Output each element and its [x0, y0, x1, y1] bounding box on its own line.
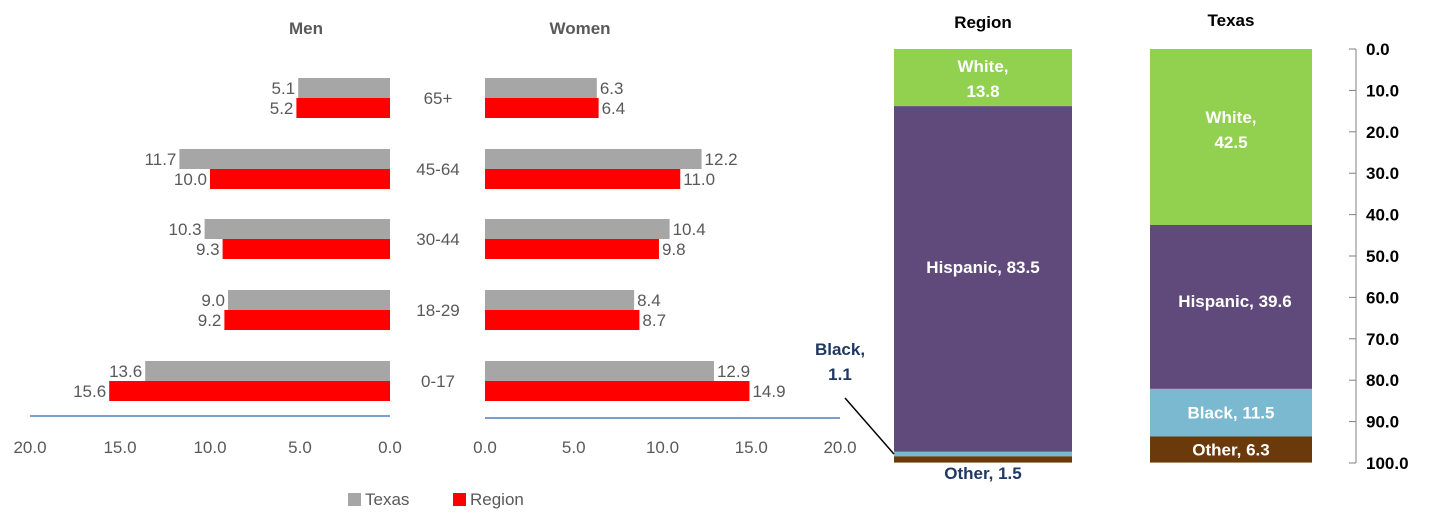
texas-other-label: Other, 6.3 — [1192, 441, 1269, 460]
women-texas-value-label: 12.2 — [705, 150, 738, 169]
men-region-value-label: 5.2 — [270, 99, 294, 118]
men-chart-title: Men — [289, 19, 323, 38]
women-region-bar — [485, 310, 640, 330]
stack-y-tick-label: 40.0 — [1366, 206, 1399, 225]
region-other-label: Other, 1.5 — [944, 464, 1021, 483]
women-region-bar — [485, 239, 659, 259]
women-x-tick-label: 0.0 — [473, 438, 497, 457]
men-x-tick-label: 0.0 — [378, 438, 402, 457]
women-region-bar — [485, 381, 750, 401]
region-black-callout-value: 1.1 — [828, 365, 852, 384]
legend-texas-label: Texas — [365, 490, 409, 509]
men-region-bar — [210, 169, 390, 189]
women-region-value-label: 8.7 — [642, 311, 666, 330]
women-x-tick-label: 5.0 — [562, 438, 586, 457]
men-texas-value-label: 13.6 — [109, 362, 142, 381]
stack-y-tick-label: 60.0 — [1366, 288, 1399, 307]
region-other-segment — [894, 456, 1072, 463]
region-black-segment — [894, 451, 1072, 457]
men-region-bar — [109, 381, 390, 401]
texas-white-segment — [1150, 49, 1312, 225]
women-region-value-label: 9.8 — [662, 240, 686, 259]
age-category-label: 30-44 — [416, 230, 459, 249]
women-region-value-label: 6.4 — [602, 99, 626, 118]
texas-other-segment — [1150, 436, 1312, 463]
women-texas-value-label: 10.4 — [673, 220, 706, 239]
texas-hispanic-segment — [1150, 224, 1312, 389]
stack-y-tick-label: 100.0 — [1366, 454, 1409, 473]
men-texas-bar — [179, 149, 390, 169]
men-texas-value-label: 5.1 — [272, 79, 296, 98]
region-white-value: 13.8 — [966, 82, 999, 101]
men-region-bar — [222, 239, 390, 259]
stack-y-tick-label: 10.0 — [1366, 81, 1399, 100]
men-x-tick-label: 5.0 — [288, 438, 312, 457]
women-texas-bar — [485, 219, 670, 239]
region-white-label: White, — [958, 57, 1009, 76]
women-texas-value-label: 8.4 — [637, 291, 661, 310]
stack-y-tick-label: 90.0 — [1366, 413, 1399, 432]
women-x-tick-label: 10.0 — [646, 438, 679, 457]
stack-y-tick-label: 50.0 — [1366, 247, 1399, 266]
region-black-leader-line — [844, 397, 895, 455]
stack-y-tick-label: 20.0 — [1366, 123, 1399, 142]
men-x-tick-label: 20.0 — [13, 438, 46, 457]
men-region-value-label: 15.6 — [73, 382, 106, 401]
men-texas-bar — [228, 290, 390, 310]
region-black-callout: Black, — [815, 340, 865, 359]
age-category-label: 65+ — [424, 89, 453, 108]
men-region-value-label: 9.3 — [196, 240, 220, 259]
women-texas-bar — [485, 149, 702, 169]
men-region-value-label: 10.0 — [174, 170, 207, 189]
age-category-label: 0-17 — [421, 372, 455, 391]
stack-y-tick-label: 70.0 — [1366, 330, 1399, 349]
women-region-bar — [485, 98, 599, 118]
stack-y-tick-label: 0.0 — [1366, 40, 1390, 59]
legend-texas-swatch — [348, 493, 361, 506]
women-chart-title: Women — [549, 19, 610, 38]
texas-white-label: White, — [1206, 108, 1257, 127]
women-x-tick-label: 20.0 — [823, 438, 856, 457]
region-hispanic-label: Hispanic, 83.5 — [926, 258, 1039, 277]
men-texas-bar — [204, 219, 390, 239]
stack-y-tick-label: 80.0 — [1366, 371, 1399, 390]
men-texas-bar — [298, 78, 390, 98]
men-x-tick-label: 10.0 — [193, 438, 226, 457]
men-region-bar — [224, 310, 390, 330]
texas-hispanic-label: Hispanic, 39.6 — [1178, 292, 1291, 311]
women-region-value-label: 11.0 — [683, 170, 715, 189]
women-texas-value-label: 6.3 — [600, 79, 624, 98]
texas-black-label: Black, 11.5 — [1188, 404, 1275, 423]
men-texas-value-label: 9.0 — [201, 291, 225, 310]
men-x-tick-label: 15.0 — [103, 438, 136, 457]
age-category-label: 45-64 — [416, 160, 459, 179]
women-texas-bar — [485, 78, 597, 98]
texas-white-value: 42.5 — [1214, 133, 1247, 152]
women-texas-bar — [485, 290, 635, 310]
women-x-tick-label: 15.0 — [735, 438, 768, 457]
women-region-value-label: 14.9 — [752, 382, 785, 401]
women-texas-value-label: 12.9 — [717, 362, 750, 381]
men-region-value-label: 9.2 — [198, 311, 222, 330]
region-hispanic-segment — [894, 106, 1072, 452]
texas-black-segment — [1150, 388, 1312, 437]
stack-y-tick-label: 30.0 — [1366, 164, 1399, 183]
women-texas-bar — [485, 361, 714, 381]
legend-region-label: Region — [470, 490, 524, 509]
women-region-bar — [485, 169, 681, 189]
age-category-label: 18-29 — [416, 301, 459, 320]
texas-stack-title: Texas — [1208, 11, 1255, 30]
legend-region-swatch — [453, 493, 466, 506]
men-texas-value-label: 10.3 — [169, 220, 202, 239]
men-texas-bar — [145, 361, 390, 381]
region-stack-title: Region — [954, 13, 1012, 32]
men-region-bar — [296, 98, 390, 118]
men-texas-value-label: 11.7 — [145, 150, 177, 169]
region-white-segment — [894, 49, 1072, 107]
